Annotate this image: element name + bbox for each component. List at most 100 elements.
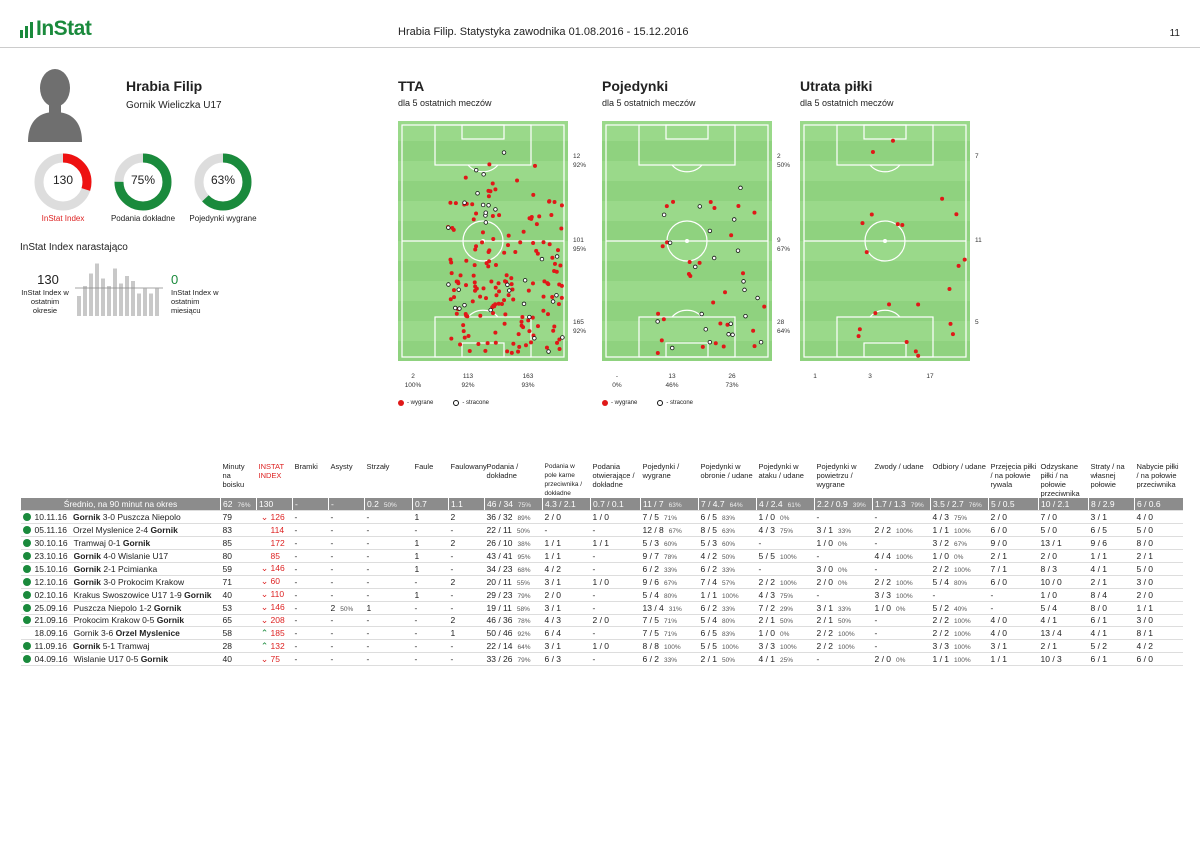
table-cell: 1 / 1 100% [698,588,757,602]
table-cell: 1 / 0 0% [872,601,931,615]
table-row[interactable]: 21.09.16 Prokocim Krakow 0-5 Gornik 65 ⌄ 208… [20,614,1183,628]
report-title: Hrabia Filip. Statystyka zawodnika 01.08… [398,26,689,38]
lost-dot [453,305,458,311]
match-cell: 04.09.16 Wislanie U17 0-5 Gornik [20,652,221,667]
lost-dot [522,278,528,283]
table-row[interactable]: 04.09.16 Wislanie U17 0-5 Gornik 40 ⌄ 75- - - -… [20,652,1183,667]
table-cell: 2 / 2 100% [930,614,989,628]
table-cell: 85 [220,536,257,551]
won-dot [541,308,546,313]
table-row[interactable]: 11.09.16 Gornik 5-1 Tramwaj 28 ⌃ 132- - - - -22 … [20,639,1183,654]
table-cell: - [364,510,413,525]
table-cell: - [590,549,641,563]
win-indicator-icon [22,526,31,535]
cumulative-bar [107,286,111,316]
column-header: Podania / dokładne [486,462,519,480]
match-cell: 18.09.16 Gornik 3-6 Orzel Myslenice [20,626,221,641]
won-dot [550,295,555,300]
instat-index-cell: ⌄ 60 [256,575,293,589]
won-dot [686,272,691,277]
table-cell: - [328,575,365,589]
table-cell: 8 / 0 [1134,536,1183,551]
table-cell: 3 / 1 33% [814,601,873,615]
won-dot [509,276,514,281]
table-cell: 3 / 1 [542,601,591,615]
lost-dot [667,240,673,246]
zone-stat: 7 [975,153,979,160]
table-row[interactable]: 30.10.16 Tramwaj 0-1 Gornik 85 172- - -1 2 26 /… [20,536,1183,551]
lost-dot [446,282,451,287]
won-dot [550,255,555,260]
lost-dot [730,332,735,337]
won-dot [485,341,490,346]
won-dot [493,340,498,345]
table-cell: 0.2 50% [364,498,413,512]
table-cell: 6 / 3 [542,652,591,667]
table-cell: 13 / 1 [1038,536,1089,551]
header-bar: InStat Hrabia Filip. Statystyka zawodnik… [0,0,1200,48]
table-cell: 4 / 0 [988,626,1039,641]
table-cell: - [292,549,329,563]
table-cell: 4.3 / 2.1 [542,498,591,512]
table-cell: 6 / 0 [988,575,1039,589]
won-dot [940,196,945,201]
table-cell: - [814,510,873,525]
table-row[interactable]: 15.10.16 Gornik 2-1 Pcimianka 59 ⌄ 146- - -1-3… [20,562,1183,576]
won-dot [449,260,454,265]
table-row[interactable]: 18.09.16 Gornik 3-6 Orzel Myslenice 58 ⌃ 185… [20,626,1183,641]
table-row[interactable]: 12.10.16 Gornik 3-0 Prokocim Krakow 71 ⌄ 60-… [20,575,1183,589]
won-dot [559,203,564,208]
field-title: Utrata piłki [800,78,873,94]
lost-dot [481,172,486,177]
table-cell: 46 / 36 78% [484,614,543,628]
won-dot [499,302,504,307]
table-cell: 1 / 1 100% [930,652,989,667]
table-cell: 2 / 1 50% [756,614,815,628]
won-dot [873,311,878,316]
table-cell: 80 [220,549,257,563]
won-dot [464,283,469,288]
player-avatar [28,69,82,142]
win-indicator-icon [22,577,31,586]
table-cell: 33 / 26 79% [484,652,543,667]
won-dot [900,223,905,228]
table-cell: 2 / 1 50% [814,614,873,628]
table-cell: 28 [220,639,257,654]
won-dot [491,237,496,242]
table-cell: 6 / 0 [988,523,1039,538]
cumulative-bar [137,293,141,316]
donut-arc [34,153,92,211]
won-dot [521,229,526,234]
lane-stat: 13 46% [665,373,679,389]
table-cell: 36 / 32 89% [484,510,543,525]
cumulative-bar [149,293,153,316]
table-cell: - [364,562,413,576]
cumulative-title: InStat Index narastająco [20,242,128,253]
table-row[interactable]: 10.11.16 Gornik 3-0 Puszcza Niepolo 79 ⌄ 126… [20,510,1183,525]
table-header-row: Minuty na boisku INSTAT INDEX Bramki Asysty… [21,462,1183,498]
won-dot [516,349,521,354]
table-cell: 6 / 4 [542,626,591,641]
table-cell: 65 [220,614,257,628]
table-cell: 13 / 4 31% [640,601,699,615]
won-dot [890,138,895,143]
table-cell: 1 / 0 [590,639,641,654]
table-row[interactable]: 25.09.16 Puszcza Niepolo 1-2 Gornik 53 ⌄ 146… [20,601,1183,615]
table-cell: 40 [220,588,257,602]
won-dot [518,240,523,245]
won-dot [948,321,953,326]
table-row[interactable]: 23.10.16 Gornik 4-0 Wislanie U17 80 85- - -1-… [20,549,1183,563]
table-cell: - [364,652,413,667]
zone-stat: 28 64% [777,319,791,335]
table-cell: - [292,614,329,628]
lost-dot [711,255,717,261]
won-dot [962,257,967,262]
table-row[interactable]: 05.11.16 Orzel Myslenice 2-4 Gornik 83 114-… [20,523,1183,538]
lane-stat: 17 [926,373,934,380]
won-dot [544,345,549,350]
table-cell: 2 / 0 [542,588,591,602]
lost-dot [546,349,551,354]
lane-stat: -0% [612,373,622,389]
table-cell: 59 [220,562,257,576]
table-row[interactable]: 02.10.16 Krakus Swoszowice U17 1-9 Gornik… [20,588,1183,602]
